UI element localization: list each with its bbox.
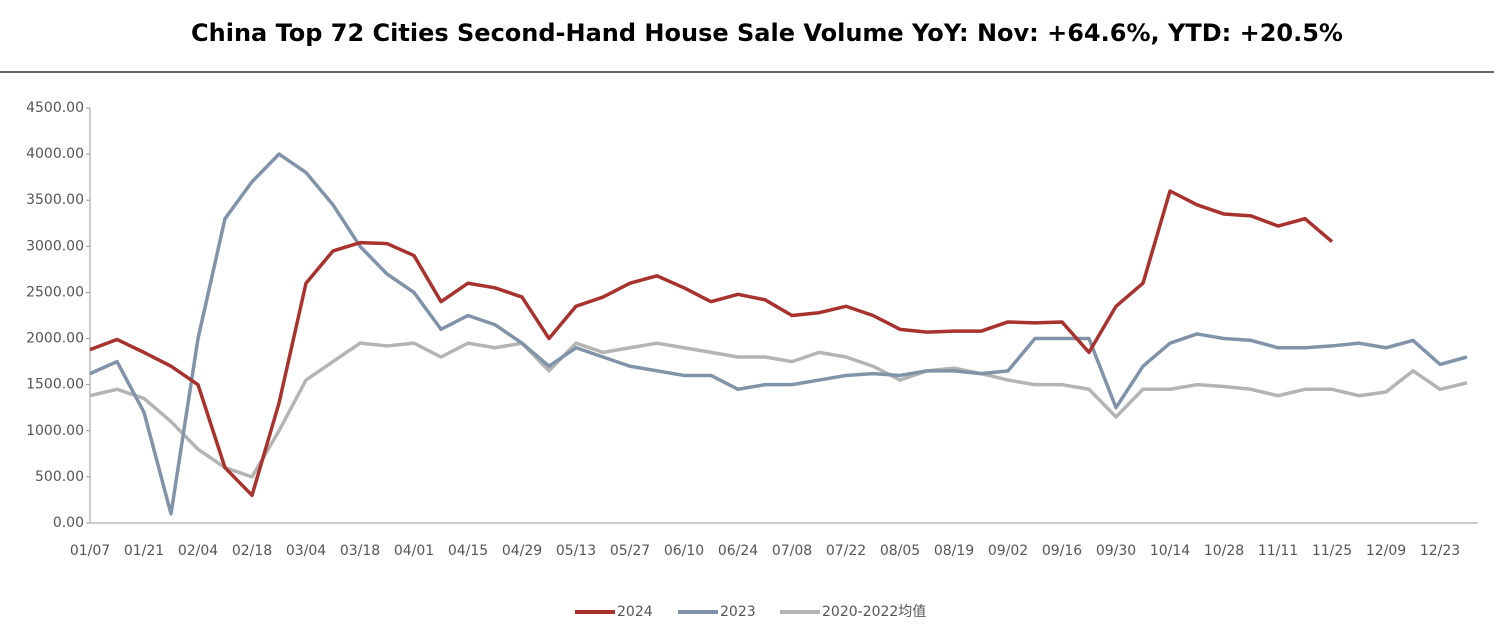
x-tick-label: 03/04	[286, 543, 326, 559]
x-tick-label: 06/24	[718, 543, 758, 559]
x-tick-label: 08/05	[880, 543, 920, 559]
legend-label: 2024	[617, 604, 653, 620]
line-series	[89, 341, 1468, 479]
x-tick-label: 09/02	[988, 543, 1028, 559]
x-tick-label: 06/10	[664, 543, 704, 559]
y-tick-label: 4000.00	[26, 146, 84, 162]
x-tick-label: 05/13	[556, 543, 596, 559]
x-tick-label: 04/01	[394, 543, 434, 559]
chart-title: China Top 72 Cities Second-Hand House Sa…	[191, 19, 1343, 47]
x-tick-label: 12/09	[1366, 543, 1406, 559]
x-tick-label: 02/04	[178, 543, 218, 559]
x-tick-label: 04/29	[502, 543, 542, 559]
x-tick-label: 09/30	[1096, 543, 1136, 559]
y-tick-label: 1500.00	[26, 377, 84, 393]
x-tick-label: 03/18	[340, 543, 380, 559]
y-tick-label: 1000.00	[26, 423, 84, 439]
x-tick-label: 01/07	[70, 543, 110, 559]
x-tick-label: 07/08	[772, 543, 812, 559]
legend-label: 2020-2022均值	[822, 604, 926, 620]
x-tick-label: 11/11	[1258, 543, 1298, 559]
x-tick-label: 10/28	[1204, 543, 1244, 559]
y-tick-label: 4500.00	[26, 100, 84, 116]
legend-label: 2023	[720, 604, 756, 620]
y-tick-label: 0.00	[53, 515, 84, 531]
line-series	[89, 152, 1468, 516]
y-tick-label: 3000.00	[26, 238, 84, 254]
y-tick-label: 2500.00	[26, 284, 84, 300]
x-tick-label: 02/18	[232, 543, 272, 559]
x-tick-label: 09/16	[1042, 543, 1082, 559]
y-tick-label: 2000.00	[26, 331, 84, 347]
x-tick-label: 12/23	[1420, 543, 1460, 559]
x-tick-label: 11/25	[1312, 543, 1352, 559]
x-tick-label: 05/27	[610, 543, 650, 559]
x-tick-label: 08/19	[934, 543, 974, 559]
x-tick-label: 07/22	[826, 543, 866, 559]
x-tick-label: 10/14	[1150, 543, 1190, 559]
x-tick-label: 04/15	[448, 543, 488, 559]
y-tick-label: 3500.00	[26, 192, 84, 208]
line-series	[89, 189, 1334, 498]
y-tick-label: 500.00	[35, 469, 84, 485]
x-tick-label: 01/21	[124, 543, 164, 559]
